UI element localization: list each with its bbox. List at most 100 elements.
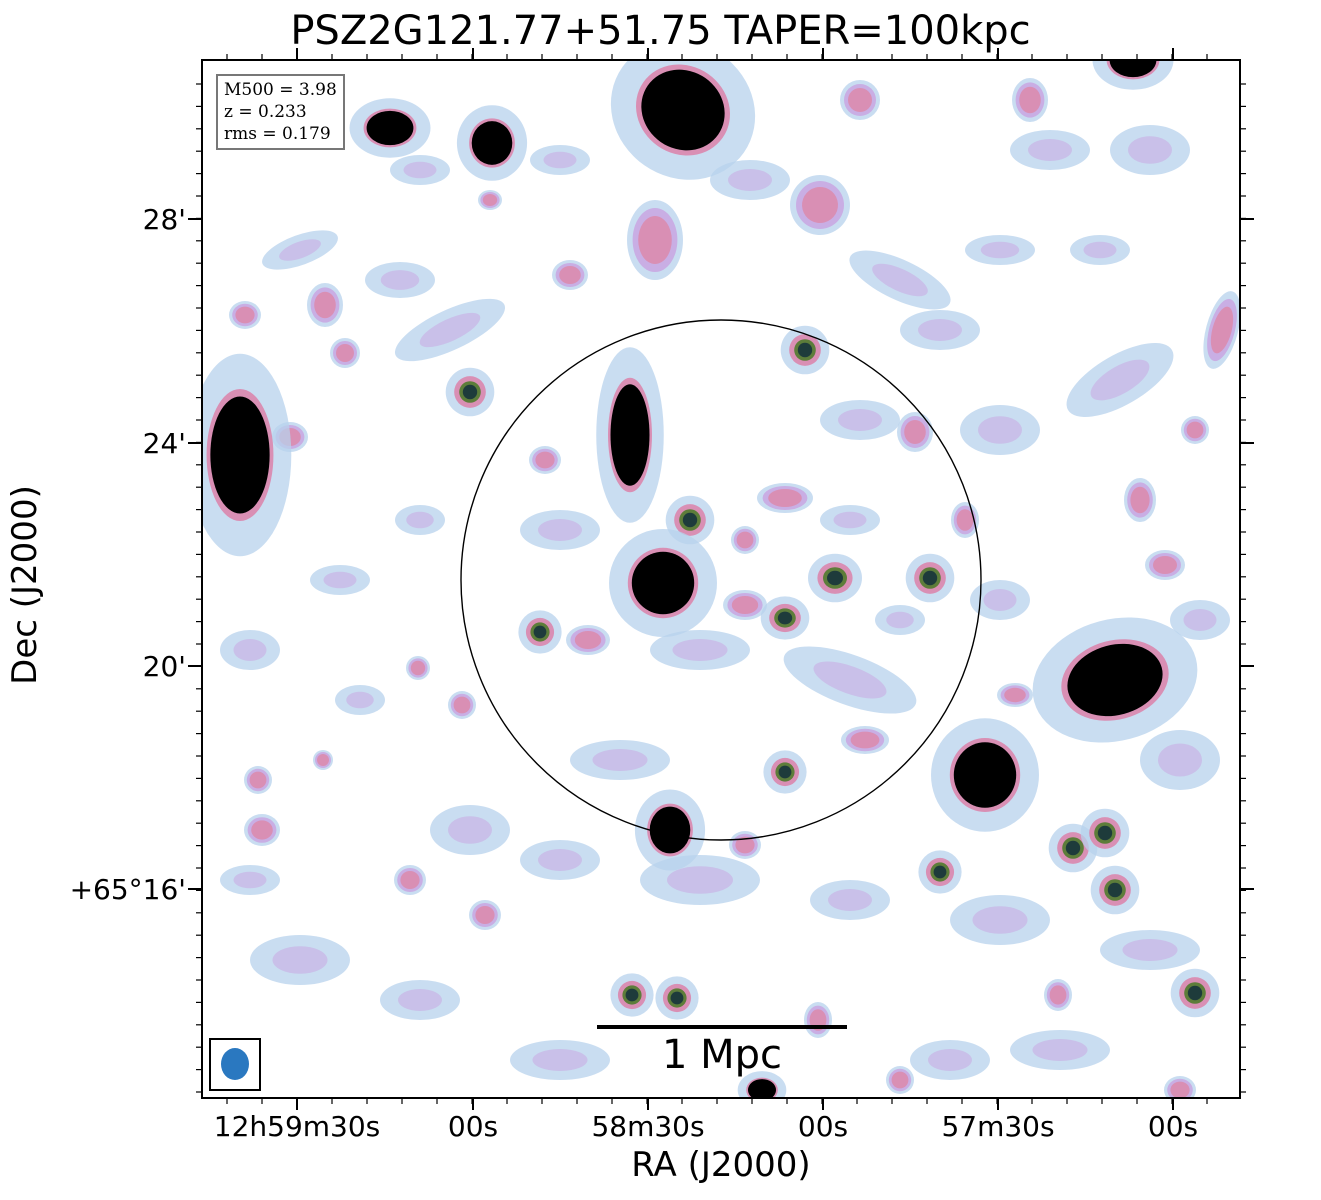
emission-blob (931, 718, 1039, 832)
emission-blob (970, 580, 1030, 620)
emission-blob (394, 298, 506, 362)
emission-blob (1140, 730, 1220, 790)
emission-blob (395, 505, 445, 535)
y-axis-label: Dec (J2000) (5, 485, 45, 685)
m500-text: M500 = 3.98 (224, 80, 337, 100)
emission-blob (244, 766, 272, 794)
emission-blob (406, 656, 430, 680)
map-frame (201, 59, 1241, 1099)
emission-blob (1080, 808, 1130, 858)
emission-blob (610, 973, 654, 1017)
emission-blob (530, 145, 590, 175)
emission-blob (390, 155, 450, 185)
emission-blob (810, 880, 890, 920)
emission-blob (900, 310, 980, 350)
redshift-text: z = 0.233 (224, 102, 307, 122)
x-tick-label: 12h59m30s (213, 1110, 381, 1143)
emission-blob (330, 338, 360, 368)
emission-blob (448, 691, 476, 719)
emission-blob (520, 510, 600, 550)
beam-ellipse (221, 1048, 249, 1080)
emission-blob (1170, 968, 1220, 1018)
emission-blob (763, 750, 807, 794)
emission-blob (960, 405, 1040, 455)
emission-blob (520, 840, 600, 880)
emission-blob (1100, 930, 1200, 970)
emission-blob (634, 789, 706, 871)
emission-blob (518, 610, 562, 654)
beam-box (209, 1038, 261, 1091)
emission-blob (808, 553, 862, 603)
emission-blob (430, 805, 510, 855)
emission-blob (1181, 416, 1209, 444)
scale-bar-label: 1 Mpc (661, 1032, 783, 1078)
emission-blob (875, 605, 925, 635)
emission-blob (820, 400, 900, 440)
emission-blob (710, 160, 790, 200)
emission-blob (202, 353, 292, 557)
y-tick-label: 24' (142, 427, 186, 460)
r500-circle (460, 319, 982, 841)
emission-blob (731, 526, 759, 554)
emission-blob (1164, 1076, 1196, 1098)
emission-blob (510, 1040, 610, 1080)
emission-blob (262, 230, 338, 270)
emission-blob (780, 325, 830, 375)
y-tick-label: +65°16' (69, 873, 186, 906)
emission-blob (609, 529, 717, 637)
x-tick-label: 00s (797, 1110, 849, 1143)
emission-blob (349, 98, 431, 158)
emission-blob (566, 625, 610, 655)
emission-blob (1110, 125, 1190, 175)
emission-blob (529, 446, 561, 474)
emission-blob (997, 683, 1033, 707)
emission-blob (1090, 865, 1140, 915)
emission-blob (1012, 78, 1048, 122)
emission-blob (220, 630, 280, 670)
emission-blob (552, 260, 588, 290)
emission-blob (250, 935, 350, 985)
emission-blob (665, 495, 715, 545)
emission-blob (729, 831, 761, 859)
emission-blob (220, 865, 280, 895)
emission-blob (456, 105, 528, 181)
emission-blob (820, 505, 880, 535)
emission-blob (610, 60, 756, 180)
x-axis-label: RA (J2000) (631, 1145, 811, 1185)
emission-blob (886, 1066, 914, 1094)
emission-blob (849, 250, 951, 310)
emission-blob (790, 175, 850, 235)
emission-blob (335, 685, 385, 715)
emission-blob (1092, 60, 1174, 90)
emission-blob (897, 412, 933, 452)
emission-blob (1032, 617, 1198, 743)
emission-blob (469, 900, 501, 930)
emission-blob (650, 630, 750, 670)
emission-blob (1145, 550, 1185, 580)
emission-blob (918, 850, 962, 894)
y-tick-label: 20' (142, 650, 186, 683)
y-tick-label: 28' (142, 203, 186, 236)
emission-blob (783, 646, 917, 714)
emission-blob (841, 726, 889, 754)
emission-blob (1010, 130, 1090, 170)
emission-blob (723, 590, 767, 620)
emission-blob (445, 367, 495, 417)
emission-blob (655, 976, 699, 1020)
emission-blob (313, 750, 333, 770)
emission-blob (478, 190, 502, 210)
emission-blob (1066, 343, 1174, 417)
radio-emission-map (202, 60, 1240, 1098)
emission-blob (570, 740, 670, 780)
emission-blob (1010, 1030, 1110, 1070)
emission-blob (905, 553, 955, 603)
emission-blob (229, 301, 261, 329)
emission-blob (365, 262, 435, 298)
x-tick-label: 57m30s (941, 1110, 1055, 1143)
cluster-info-box: M500 = 3.98 z = 0.233 rms = 0.179 (216, 74, 345, 150)
emission-blob (1203, 291, 1240, 369)
emission-blob (640, 855, 760, 905)
emission-blob (310, 565, 370, 595)
axis-ticks (188, 48, 1254, 1110)
emission-blob (910, 1040, 990, 1080)
